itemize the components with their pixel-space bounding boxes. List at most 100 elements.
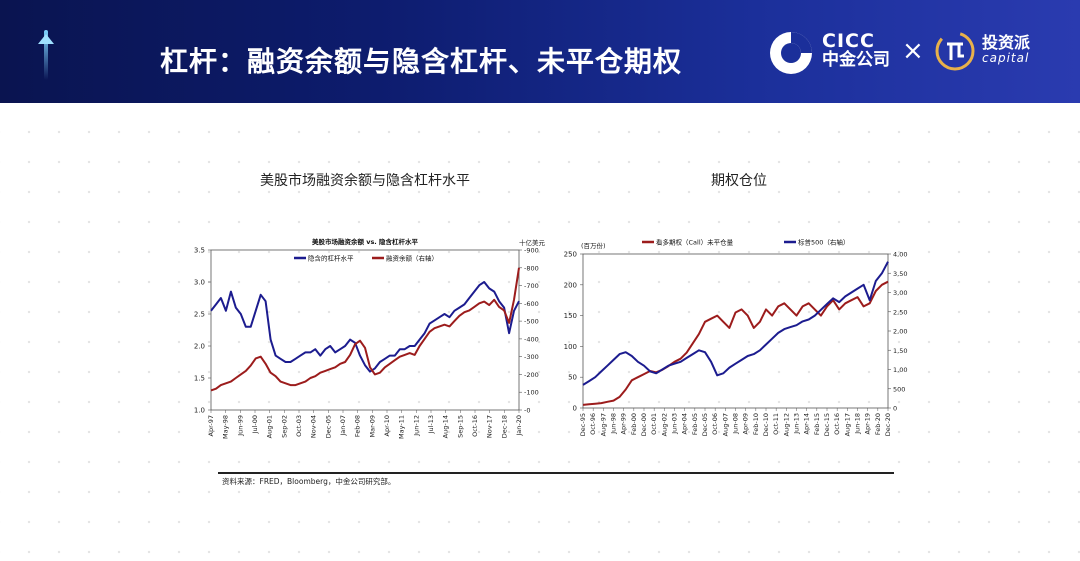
left-tick-label: 100 [564,343,577,351]
left-tick-label: 3.0 [194,279,205,287]
x-tick-label: Feb-20 [874,413,882,435]
right-tick-label: 1,500 [893,347,908,355]
x-tick-label: Apr-97 [207,415,215,436]
tzp-logo-text: 投资派 capital [982,34,1030,65]
chart2-section-title: 期权仓位 [711,173,767,189]
dot-grid-background [0,103,1080,561]
left-tick-label: 2.5 [194,311,205,319]
arrow-glow-decoration [44,30,48,80]
chart-inner-title: 美股市场融资余额 vs. 隐含杠杆水平 [312,237,419,246]
x-tick-label: Aug-07 [721,413,729,436]
right-tick-label: 1,000 [893,366,908,374]
x-tick-label: Jun-03 [671,413,679,435]
source-note: 资料来源：FRED，Bloomberg，中金公司研究部。 [222,477,396,486]
right-tick-label: -200 [524,371,539,379]
left-tick-label: 0 [573,405,577,413]
x-tick-label: Aug-17 [843,413,851,436]
right-tick-label: -300 [524,353,539,361]
left-tick-label: 250 [564,251,577,259]
x-tick-label: Sep-02 [280,415,288,438]
x-tick-label: Jun-08 [732,413,740,435]
x-tick-label: Apr-10 [383,415,391,436]
x-tick-label: Apr-04 [681,413,689,434]
x-tick-label: Apr-14 [803,413,811,434]
x-tick-label: Dec-00 [640,413,648,436]
right-tick-label: 0 [893,405,897,413]
x-tick-label: Aug-12 [782,413,790,436]
right-axis-unit: 十亿美元 [519,238,546,247]
x-tick-label: May-98 [222,415,230,439]
x-tick-label: Jun-99 [236,415,244,437]
legend-label-2: 融资余额（右轴） [386,254,438,263]
plot-frame [210,249,520,411]
x-tick-label: Jun-18 [854,413,862,435]
x-tick-label: Feb-00 [630,413,638,435]
cicc-logo-zh: 中金公司 [822,49,890,70]
logo-separator: × [902,36,924,66]
right-tick-label: -100 [524,389,539,397]
left-tick-label: 1.5 [194,375,205,383]
x-tick-label: Oct-01 [650,413,658,435]
left-tick-label: 3.5 [194,247,205,255]
legend-label-1: 看多期权（Call）未平仓量 [656,238,734,247]
page-title: 杠杆：融资余额与隐含杠杆、未平仓期权 [160,45,683,78]
right-tick-label: -800 [524,264,539,272]
right-tick-label: -700 [524,282,539,290]
x-tick-label: Oct-16 [471,415,479,437]
chart1-section-title: 美股市场融资余额与隐含杠杆水平 [260,173,470,189]
series-line-2 [582,261,889,386]
x-tick-label: Dec-18 [500,415,508,438]
legend-label-1: 隐含的杠杆水平 [308,254,354,263]
x-tick-label: Apr-99 [620,413,628,434]
x-tick-label: Oct-96 [589,413,597,435]
x-tick-label: Jan-07 [339,415,347,437]
x-tick-label: Dec-05 [701,413,709,436]
x-tick-label: Dec-05 [324,415,332,438]
x-tick-label: Aug-02 [660,413,668,436]
x-tick-label: Jul-00 [251,415,259,434]
x-tick-label: Sep-15 [456,415,464,438]
right-tick-label: 500 [893,385,905,393]
options-position-chart: (百万份) 0 50 100 150 200 250 0 500 1,000 1,500 2,000 2… [564,238,908,437]
series-line-1 [210,281,520,373]
left-tick-label: 200 [564,281,577,289]
left-axis-unit: (百万份) [581,241,606,250]
x-tick-label: Feb-05 [691,413,699,435]
source-divider [218,472,894,474]
x-tick-label: Dec-10 [762,413,770,436]
x-tick-label: Aug-97 [599,413,607,436]
series-line-1 [582,280,889,406]
x-tick-label: May-11 [398,415,406,439]
x-tick-label: Jul-13 [427,415,435,434]
x-tick-label: Dec-95 [579,413,587,436]
x-tick-label: Jun-13 [793,413,801,435]
right-tick-label: -600 [524,300,539,308]
header-banner: 杠杆：融资余额与隐含杠杆、未平仓期权 CICC 中金公司 × 投资派 capit… [0,0,1080,103]
cicc-logo-en: CICC [822,30,875,52]
left-tick-label: 50 [568,374,577,382]
x-tick-label: Aug-14 [442,415,450,438]
x-tick-label: Aug-01 [266,415,274,438]
right-tick-label: 4,000 [893,251,908,259]
x-tick-label: Jun-98 [610,413,618,435]
x-tick-label: Dec-15 [823,413,831,436]
x-tick-label: Oct-16 [833,413,841,435]
tzp-logo-icon [935,31,975,71]
right-tick-label: 3,500 [893,270,908,278]
x-tick-label: Jun-12 [412,415,420,437]
x-tick-label: Feb-15 [813,413,821,435]
series-line-2 [210,267,520,392]
x-tick-label: Nov-04 [310,415,318,438]
left-tick-label: 150 [564,312,577,320]
right-tick-label: -900 [524,247,539,255]
right-tick-label: -400 [524,335,539,343]
right-tick-label: -0 [524,407,530,415]
right-tick-label: 2,000 [893,328,908,336]
x-tick-label: Oct-03 [295,415,303,437]
x-tick-label: Feb-10 [752,413,760,435]
right-tick-label: -500 [524,318,539,326]
arrow-up-icon [38,34,54,44]
x-tick-label: Apr-19 [864,413,872,434]
right-tick-label: 2,500 [893,308,908,316]
x-tick-label: Nov-17 [486,415,494,438]
